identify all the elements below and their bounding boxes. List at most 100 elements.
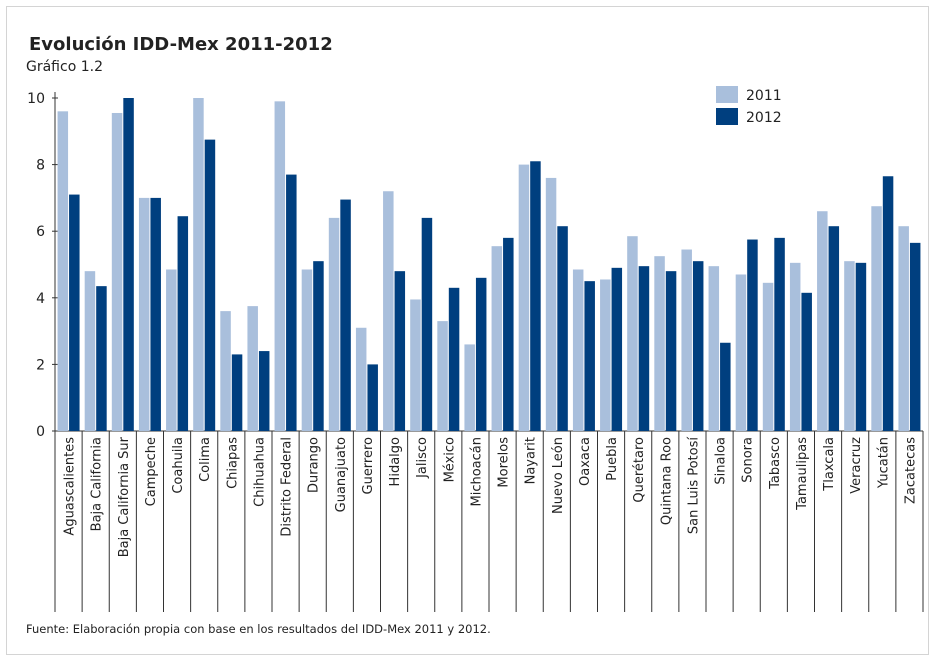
bar-2012-19 [584,281,595,431]
bar-2011-23 [681,249,692,431]
bar-2012-9 [313,261,324,431]
category-label: Colima [198,437,213,482]
chart-frame [6,6,929,655]
bar-2012-13 [421,217,433,431]
category-label: Coahuila [171,437,186,494]
legend: 2011 2012 [716,86,782,126]
category-label: Veracruz [849,437,864,494]
bar-2012-18 [557,226,568,431]
category-label: Chiapas [225,437,240,489]
category-label: Tlaxcala [822,437,837,492]
category-label: Baja California [90,437,105,531]
bar-2012-0 [69,194,80,431]
legend-label-2012: 2012 [746,110,782,126]
bar-2011-19 [572,269,584,431]
bar-2011-13 [410,299,421,431]
bar-2011-9 [301,269,313,431]
category-label: México [442,437,457,482]
category-label: Oaxaca [578,437,593,486]
bar-2011-6 [220,311,231,431]
bar-2011-4 [166,269,177,431]
category-label: Puebla [605,437,620,481]
y-tick-label: 0 [36,424,45,440]
category-labels: Aguascalientes Baja California Baja Califo… [63,436,919,557]
category-label: Nuevo León [551,437,566,514]
bar-2011-17 [518,164,530,431]
category-label: Baja California Sur [117,436,132,557]
legend-swatch-2011 [716,86,738,103]
category-label: Campeche [144,437,159,506]
y-tick-label: 8 [36,158,45,174]
axes: 0 2 4 6 8 10 [27,91,924,612]
bar-2012-27 [801,292,812,431]
category-label: Sinaloa [714,437,729,485]
bar-2012-17 [530,161,541,431]
bar-2011-27 [789,262,801,431]
y-tick-label: 6 [36,224,45,240]
bar-2012-22 [665,271,677,431]
chart-title: Evolución IDD-Mex 2011-2012 [29,34,333,55]
bar-2011-24 [708,266,720,431]
bar-2012-15 [475,277,487,431]
bar-2011-21 [627,236,638,431]
bar-2011-18 [545,177,557,431]
bar-2012-29 [855,262,867,431]
bar-2012-31 [909,242,921,431]
bar-2012-20 [611,267,623,431]
bar-2011-0 [57,111,69,431]
bar-2012-26 [774,237,785,431]
bar-2011-22 [654,256,665,431]
category-label: Tabasco [768,437,783,490]
category-label: Sonora [741,437,756,483]
bar-2011-20 [600,279,611,431]
y-tick-label: 2 [36,357,45,373]
source-note: Fuente: Elaboración propia con base en l… [26,622,491,636]
bar-2011-2 [111,112,123,432]
bar-2011-3 [138,197,150,431]
legend-label-2011: 2011 [746,88,782,104]
category-label: Zacatecas [903,437,918,504]
bar-2011-31 [898,226,909,431]
category-label: Michoacán [469,437,484,507]
bar-2012-30 [882,176,894,431]
bar-2012-1 [96,286,107,431]
bar-2011-12 [383,191,394,431]
category-label: Nayarit [524,437,539,484]
category-label: Yucatán [876,437,891,489]
category-label: Distrito Federal [280,437,295,537]
category-label: Aguascalientes [63,437,78,536]
bar-2012-28 [828,226,840,431]
bar-2012-21 [638,266,650,431]
y-tick-label: 10 [27,91,45,107]
bar-2012-3 [150,197,161,431]
category-label: Guerrero [361,437,376,495]
bar-2012-11 [367,364,378,431]
bar-2011-5 [193,98,204,431]
bar-2011-26 [762,282,774,431]
bar-2011-11 [355,327,367,431]
bar-2012-24 [720,342,731,431]
category-label: Tamaulipas [795,437,810,511]
bar-2011-29 [844,261,855,431]
category-label: San Luis Potosí [686,437,701,535]
bar-2012-10 [340,199,351,431]
bar-2012-12 [394,271,406,431]
category-label: Querétaro [632,437,647,503]
bar-2011-10 [328,217,340,431]
bar-2012-4 [177,216,189,431]
bar-2012-14 [448,287,460,431]
bar-2011-15 [464,344,475,431]
bar-2011-7 [247,306,258,431]
category-label: Hidalgo [388,437,403,486]
y-tick-label: 4 [36,291,45,307]
bar-2012-2 [123,98,134,431]
category-label: Durango [307,437,322,493]
category-label: Guanajuato [334,437,349,512]
bar-2012-25 [747,239,758,431]
bar-2012-7 [258,351,270,431]
bar-2012-5 [204,139,216,431]
category-label: Chihuahua [252,437,267,507]
bar-2011-14 [437,321,448,431]
legend-swatch-2012 [716,108,738,125]
bar-2012-8 [286,174,297,431]
